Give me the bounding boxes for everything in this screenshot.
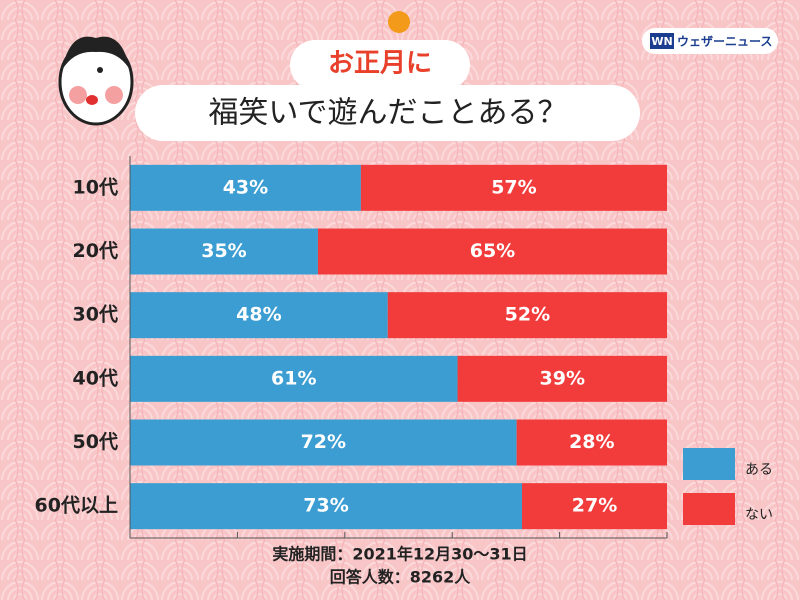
bar <box>317 228 667 275</box>
bar <box>457 355 667 402</box>
value-label: 65% <box>470 240 515 262</box>
logo-name: ウェザーニュース <box>677 35 772 49</box>
bar <box>516 419 667 466</box>
value-label: 28% <box>569 431 614 453</box>
y-tick-label: 20代 <box>73 240 118 262</box>
subtitle-box <box>135 85 640 141</box>
bar <box>130 228 318 275</box>
value-label: 52% <box>505 304 550 326</box>
value-label: 61% <box>271 367 316 389</box>
y-tick-label: 30代 <box>73 304 118 326</box>
orange-icon <box>388 11 410 33</box>
bar <box>130 483 523 530</box>
value-label: 43% <box>223 176 268 198</box>
bar <box>360 164 667 211</box>
logo-box <box>642 28 778 54</box>
bar <box>522 483 667 530</box>
bar <box>130 164 361 211</box>
logo-mark-box <box>650 33 674 49</box>
legend-swatch <box>683 493 735 525</box>
value-label: 57% <box>491 176 536 198</box>
legend-label: ない <box>745 507 773 523</box>
title-box <box>290 40 470 90</box>
bar <box>130 355 458 402</box>
face-icon <box>58 36 134 126</box>
value-label: 27% <box>572 495 617 517</box>
chart-subtitle: 福笑いで遊んだことある？ <box>208 96 567 131</box>
note: 回答人数：8262人 <box>330 568 472 587</box>
chart-title: お正月に <box>328 49 432 79</box>
legend-swatch <box>683 448 735 480</box>
y-tick-label: 50代 <box>73 431 118 453</box>
bar <box>387 292 667 339</box>
y-tick-label: 60代以上 <box>35 495 118 517</box>
bar <box>130 292 388 339</box>
bar <box>130 419 517 466</box>
value-label: 72% <box>301 431 346 453</box>
logo-mark: WN <box>651 35 672 48</box>
note: 実施期間：2021年12月30〜31日 <box>272 545 527 564</box>
y-tick-label: 40代 <box>73 367 118 389</box>
value-label: 35% <box>201 240 246 262</box>
value-label: 48% <box>236 304 281 326</box>
value-label: 39% <box>540 367 585 389</box>
y-tick-label: 10代 <box>73 176 118 198</box>
value-label: 73% <box>303 495 348 517</box>
legend-label: ある <box>745 462 773 478</box>
